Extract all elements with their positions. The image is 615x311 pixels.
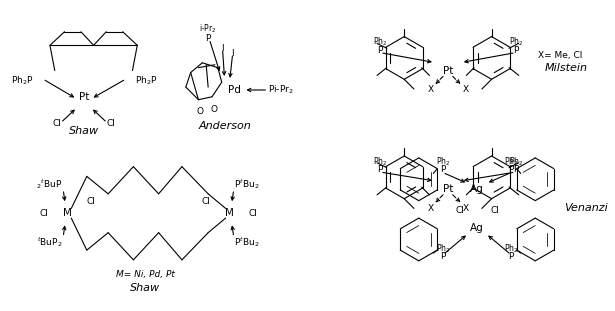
Text: P: P (440, 253, 446, 262)
Text: Milstein: Milstein (545, 63, 588, 73)
Text: Cl: Cl (201, 197, 210, 206)
Text: P: P (509, 165, 514, 174)
Text: Ph$_2$: Ph$_2$ (504, 156, 518, 168)
Text: P: P (377, 46, 383, 55)
Text: Pi-Pr$_2$: Pi-Pr$_2$ (268, 84, 294, 96)
Text: P: P (513, 165, 518, 174)
Text: Ag: Ag (470, 184, 484, 194)
Text: I: I (221, 44, 224, 53)
Text: Pt: Pt (443, 66, 453, 76)
Text: X: X (427, 86, 434, 95)
Text: Pt: Pt (443, 184, 453, 194)
Text: Ph$_2$: Ph$_2$ (373, 156, 387, 168)
Text: M: M (63, 208, 72, 218)
Text: I: I (231, 49, 234, 58)
Text: X: X (462, 86, 469, 95)
Text: P: P (509, 253, 514, 262)
Text: Cl: Cl (455, 206, 464, 215)
Text: Cl: Cl (106, 119, 116, 128)
Text: Ph$_2$: Ph$_2$ (509, 156, 523, 168)
Text: O: O (197, 107, 204, 116)
Text: P: P (440, 165, 446, 174)
Text: X: X (462, 204, 469, 213)
Text: Ph$_2$: Ph$_2$ (373, 35, 387, 48)
Text: P$^t$Bu$_2$: P$^t$Bu$_2$ (234, 177, 260, 191)
Text: Cl: Cl (52, 119, 61, 128)
Text: Venanzi: Venanzi (565, 203, 608, 213)
Text: Pd: Pd (228, 85, 241, 95)
Text: M= Ni, Pd, Pt: M= Ni, Pd, Pt (116, 270, 175, 279)
Text: P$^t$Bu$_2$: P$^t$Bu$_2$ (234, 235, 260, 249)
Text: Ph$_2$P: Ph$_2$P (135, 74, 158, 86)
Text: P: P (377, 165, 383, 174)
Text: O: O (210, 105, 218, 114)
Text: X: X (427, 204, 434, 213)
Text: Cl: Cl (490, 206, 499, 215)
Text: Shaw: Shaw (130, 283, 160, 293)
Text: Cl: Cl (249, 209, 258, 218)
Text: M: M (225, 208, 234, 218)
Text: Cl: Cl (87, 197, 96, 206)
Text: Ag: Ag (470, 223, 484, 233)
Text: P: P (205, 34, 211, 43)
Text: Anderson: Anderson (198, 121, 251, 131)
Text: Pt: Pt (79, 92, 89, 102)
Text: i-Pr$_2$: i-Pr$_2$ (199, 23, 217, 35)
Text: X= Me, Cl: X= Me, Cl (538, 50, 582, 59)
Text: Ph$_2$P: Ph$_2$P (11, 74, 33, 86)
Text: Ph$_2$: Ph$_2$ (436, 156, 450, 168)
Text: Ph$_2$: Ph$_2$ (436, 243, 450, 255)
Text: Ph$_2$: Ph$_2$ (504, 243, 518, 255)
Text: P: P (513, 46, 518, 55)
Text: $_2$$^t$BuP: $_2$$^t$BuP (36, 177, 63, 191)
Text: $^t$BuP$_2$: $^t$BuP$_2$ (37, 235, 63, 249)
Text: Shaw: Shaw (69, 126, 99, 136)
Text: Ph$_2$: Ph$_2$ (509, 35, 523, 48)
Text: Cl: Cl (39, 209, 48, 218)
